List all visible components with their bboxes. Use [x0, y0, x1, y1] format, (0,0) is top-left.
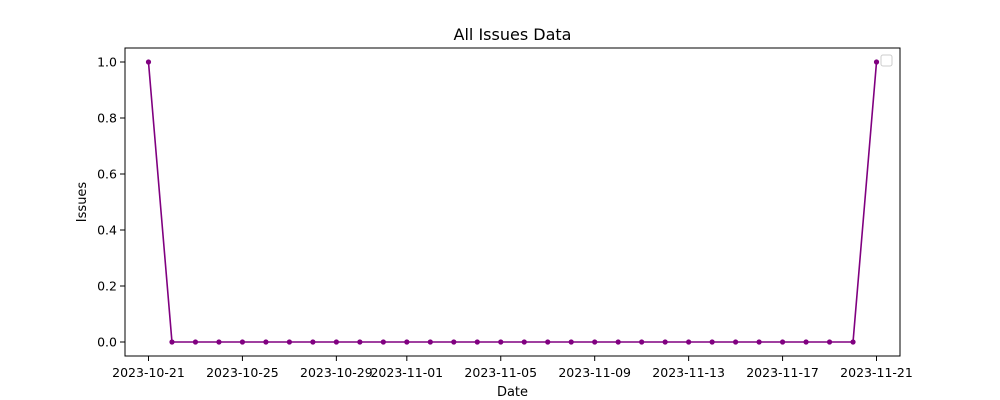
data-point [216, 339, 222, 345]
x-axis: 2023-10-21 2023-10-25 2023-10-292023-11-01… [112, 356, 913, 380]
x-tick-label: 2023-11-05 [464, 365, 537, 380]
data-point [545, 339, 551, 345]
data-point [380, 339, 386, 345]
data-point [709, 339, 715, 345]
data-point [826, 339, 833, 345]
data-point [686, 339, 692, 345]
y-tick-label: 0.6 [97, 167, 117, 182]
y-tick-label: 0.0 [97, 335, 117, 350]
data-point [592, 339, 598, 345]
data-point [404, 339, 410, 345]
chart-title: All Issues Data [454, 25, 572, 44]
x-tick-label: 2023-10-21 [112, 365, 185, 380]
data-point [803, 339, 809, 345]
y-axis-label: Issues [75, 182, 90, 223]
data-point [498, 339, 504, 345]
data-point [333, 339, 339, 345]
data-point [451, 339, 457, 345]
y-tick-label: 0.2 [97, 279, 117, 294]
data-point [357, 339, 363, 345]
x-tick-label: 2023-11-09 [558, 365, 631, 380]
data-point [169, 339, 175, 345]
data-point [145, 59, 152, 65]
x-tick-label: 2023-11-17 [746, 365, 819, 380]
data-point [310, 339, 316, 345]
x-tick-label: 2023-11-21 [840, 365, 913, 380]
legend [880, 54, 893, 67]
series-layer [145, 59, 880, 345]
plot-area-frame [124, 47, 901, 357]
data-point [427, 339, 433, 345]
data-point [474, 339, 480, 345]
y-tick-label: 0.4 [97, 223, 117, 238]
x-tick-label: 2023-10-25 [206, 365, 279, 380]
legend-box [880, 54, 893, 67]
x-tick-label: 2023-11-01 [370, 365, 443, 380]
data-point [639, 339, 645, 345]
data-point [662, 339, 668, 345]
x-axis-label: Date [497, 385, 528, 400]
data-point [521, 339, 527, 345]
y-axis: 0.0 0.2 0.4 0.6 0.8 1.0 [97, 55, 125, 350]
data-point [873, 59, 880, 65]
x-tick-label: 2023-11-13 [652, 365, 725, 380]
data-point [286, 339, 292, 345]
x-tick-label: 2023-10-29 [300, 365, 373, 380]
y-tick-label: 0.8 [97, 111, 117, 126]
data-point [263, 339, 269, 345]
data-point [615, 339, 621, 345]
data-point [239, 339, 246, 345]
data-point [756, 339, 762, 345]
data-point [850, 339, 856, 345]
y-tick-label: 1.0 [97, 55, 117, 70]
series-line [147, 61, 878, 343]
data-point [779, 339, 786, 345]
data-point [192, 339, 199, 345]
data-point [568, 339, 574, 345]
data-point [733, 339, 739, 345]
